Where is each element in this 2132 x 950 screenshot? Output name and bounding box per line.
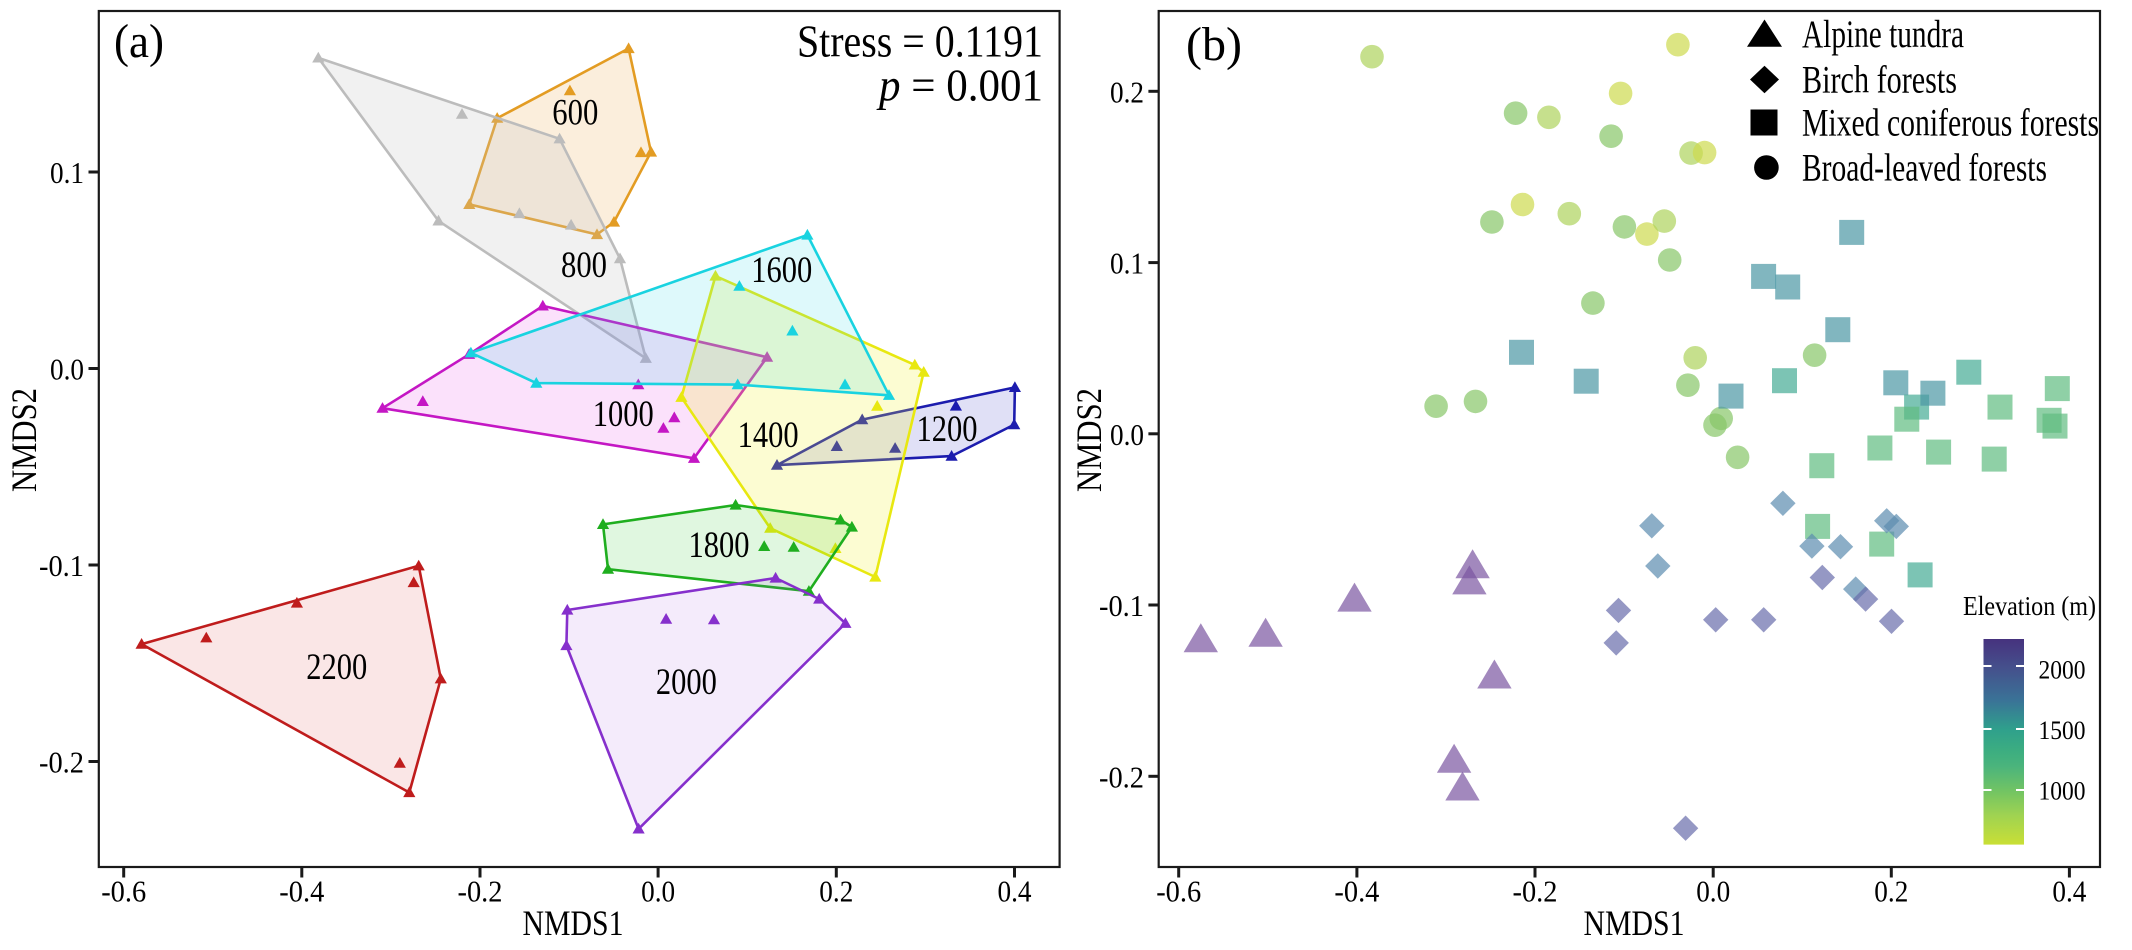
svg-text:-0.2: -0.2 xyxy=(1099,759,1144,794)
svg-text:0.2: 0.2 xyxy=(1874,874,1908,909)
svg-text:0.2: 0.2 xyxy=(1110,74,1144,109)
svg-text:(b): (b) xyxy=(1186,18,1242,71)
svg-text:2000: 2000 xyxy=(2039,656,2086,685)
svg-text:1800: 1800 xyxy=(689,525,750,566)
svg-text:0.2: 0.2 xyxy=(819,874,853,909)
svg-text:1600: 1600 xyxy=(751,250,812,291)
svg-text:1400: 1400 xyxy=(738,415,799,456)
svg-text:(a): (a) xyxy=(114,15,164,68)
svg-text:Alpine tundra: Alpine tundra xyxy=(1802,13,1964,56)
svg-text:0.1: 0.1 xyxy=(50,155,84,190)
svg-text:NMDS2: NMDS2 xyxy=(4,388,44,492)
svg-text:0.0: 0.0 xyxy=(50,352,84,387)
svg-text:-0.4: -0.4 xyxy=(279,874,324,909)
svg-text:1200: 1200 xyxy=(917,409,978,450)
svg-text:Elevation (m): Elevation (m) xyxy=(1963,591,2096,621)
svg-text:0.1: 0.1 xyxy=(1110,246,1144,281)
svg-text:-0.6: -0.6 xyxy=(101,874,146,909)
svg-text:-0.2: -0.2 xyxy=(1513,874,1558,909)
svg-text:-0.2: -0.2 xyxy=(39,745,84,780)
svg-text:-0.2: -0.2 xyxy=(458,874,503,909)
svg-text:Stress = 0.1191: Stress = 0.1191 xyxy=(797,17,1043,67)
svg-text:-0.6: -0.6 xyxy=(1156,874,1201,909)
svg-text:-0.1: -0.1 xyxy=(39,548,84,583)
svg-text:0.0: 0.0 xyxy=(1696,874,1730,909)
svg-text:-0.1: -0.1 xyxy=(1099,588,1144,623)
svg-text:2000: 2000 xyxy=(656,662,717,703)
svg-text:1000: 1000 xyxy=(2039,777,2086,806)
svg-text:800: 800 xyxy=(561,245,607,286)
svg-text:600: 600 xyxy=(552,93,598,134)
svg-text:1000: 1000 xyxy=(593,394,654,435)
svg-text:NMDS2: NMDS2 xyxy=(1069,388,1109,492)
svg-text:1500: 1500 xyxy=(2039,716,2086,745)
svg-text:2200: 2200 xyxy=(306,647,367,688)
svg-text:Birch forests: Birch forests xyxy=(1802,59,1957,102)
svg-text:0.0: 0.0 xyxy=(641,874,675,909)
svg-text:Broad-leaved forests: Broad-leaved forests xyxy=(1802,147,2047,190)
svg-text:0.0: 0.0 xyxy=(1110,417,1144,452)
svg-text:p = 0.001: p = 0.001 xyxy=(876,61,1043,111)
svg-text:-0.4: -0.4 xyxy=(1334,874,1379,909)
svg-text:NMDS1: NMDS1 xyxy=(523,903,624,943)
svg-text:Mixed coniferous forests: Mixed coniferous forests xyxy=(1802,102,2099,145)
svg-text:NMDS1: NMDS1 xyxy=(1584,903,1685,943)
svg-text:0.4: 0.4 xyxy=(998,874,1032,909)
svg-text:0.4: 0.4 xyxy=(2052,874,2086,909)
